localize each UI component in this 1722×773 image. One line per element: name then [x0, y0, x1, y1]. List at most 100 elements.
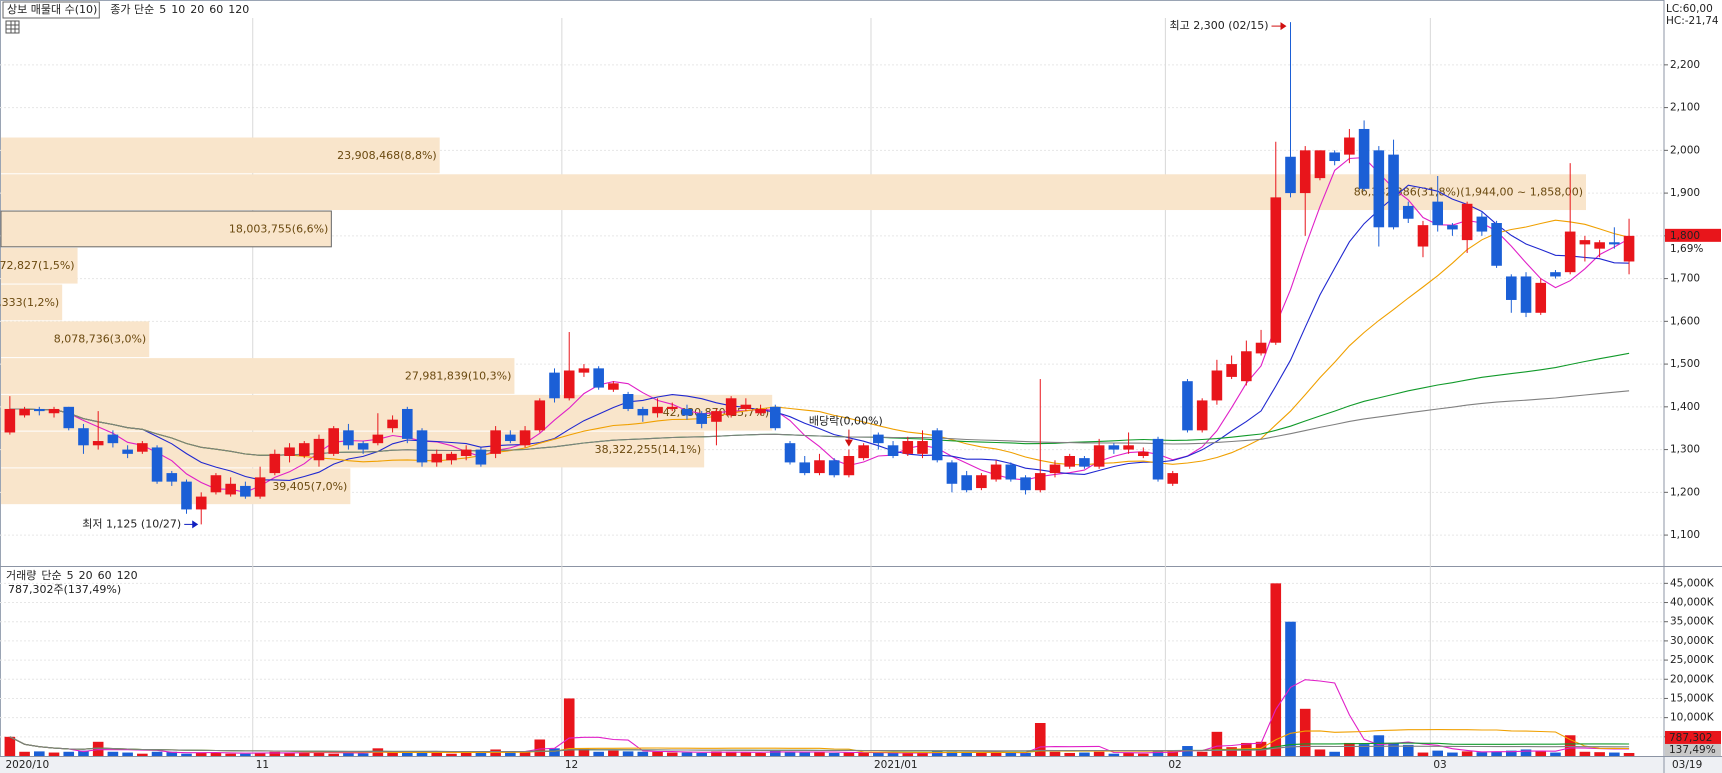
candle-body: [519, 430, 531, 446]
candle-body: [681, 408, 693, 416]
volume-bar: [887, 752, 899, 756]
volume-bar: [210, 752, 222, 756]
icon-box[interactable]: [5, 20, 20, 34]
volume-bar: [107, 751, 119, 756]
candle-body: [1491, 223, 1502, 266]
arrow-head: [1280, 22, 1287, 31]
volume-bar: [696, 752, 707, 756]
volume-bar: [1093, 751, 1105, 756]
volume-bar: [755, 752, 766, 756]
volume-bar: [460, 752, 472, 756]
candle-body: [799, 462, 811, 474]
candle-body: [887, 445, 899, 456]
y-tick-label: 1,900: [1670, 187, 1700, 199]
volume-bar: [1064, 752, 1075, 756]
volume-bar: [1020, 752, 1031, 756]
candle-body: [1005, 464, 1017, 480]
candle-body: [1226, 364, 1237, 377]
volume-bar: [505, 752, 516, 756]
volume-bar: [770, 750, 781, 756]
candle-body: [1241, 351, 1252, 382]
candle-body: [976, 475, 987, 489]
legend-item: 20: [190, 3, 204, 16]
table-icon[interactable]: [5, 20, 20, 34]
candle-body: [961, 475, 972, 491]
last-price-label: 1,800: [1670, 230, 1700, 242]
candle-body: [298, 443, 310, 456]
candle-body: [637, 408, 649, 416]
candle-body: [357, 443, 369, 450]
candle-body: [181, 481, 192, 510]
volume-bar: [1299, 708, 1311, 756]
volume-bar: [1196, 751, 1208, 756]
volume-bar: [269, 751, 281, 756]
volume-bar: [608, 750, 619, 756]
candle-body: [78, 428, 89, 446]
candle-body: [1034, 473, 1046, 491]
volume-bar: [446, 753, 457, 756]
volume-profile-bar: [1, 174, 1586, 211]
x-tick-label: 2020/10: [6, 759, 50, 771]
volume-bar: [563, 698, 575, 756]
moving-average-line: [9, 736, 1630, 753]
candle-body: [1093, 445, 1105, 467]
candle-body: [34, 408, 45, 412]
candle-body: [784, 443, 796, 463]
volume-bar: [122, 752, 133, 756]
candle-body: [1623, 235, 1635, 262]
volume-bar: [1550, 752, 1561, 756]
candle-body: [63, 406, 75, 429]
volume-bar: [725, 751, 737, 756]
volume-bar: [799, 752, 811, 756]
x-tick-label: 03: [1433, 759, 1446, 771]
candle-body: [1255, 342, 1267, 354]
candle-body: [740, 404, 752, 409]
volume-profile-label: 39,405(7,0%): [272, 480, 347, 493]
x-tick-label: 02: [1168, 759, 1181, 771]
y-tick-label: 1,500: [1670, 358, 1700, 370]
volume-bar: [343, 752, 354, 756]
candle-body: [1476, 216, 1488, 232]
candle-body: [1329, 152, 1340, 162]
legend-item: 120: [117, 569, 138, 582]
candle-body: [387, 419, 398, 429]
candle-body: [1506, 276, 1517, 300]
candle-body: [240, 485, 251, 497]
candle-body: [814, 460, 825, 474]
candle-body: [593, 368, 604, 388]
candle-body: [1461, 203, 1473, 241]
candle-body: [313, 438, 325, 461]
volume-bar: [549, 748, 560, 756]
volume-bar: [873, 752, 884, 756]
volume-bar: [416, 751, 428, 756]
volume-profile-bar: [1, 137, 440, 174]
candle-body: [254, 477, 266, 497]
candle-body: [225, 483, 236, 495]
volume-bar: [313, 752, 325, 756]
candle-body: [1138, 451, 1149, 456]
volume-bar: [534, 739, 546, 756]
y-tick-label: 1,400: [1670, 401, 1700, 413]
low-annotation: 최저 1,125 (10/27): [82, 517, 181, 530]
candle-body: [1211, 370, 1223, 401]
candle-body: [666, 406, 678, 409]
y-tick-label: 2,100: [1670, 102, 1700, 114]
volume-profile-label: 8,078,736(3,0%): [54, 333, 147, 346]
volume-bar: [1476, 752, 1488, 756]
candle-body: [1020, 477, 1031, 491]
candle-body: [122, 449, 133, 454]
marks: [4, 22, 1635, 756]
last-price-change: 1,69%: [1670, 243, 1703, 255]
volume-bar: [402, 751, 413, 756]
volume-bar: [814, 752, 825, 756]
candle-body: [372, 434, 384, 444]
volume-bar: [843, 752, 855, 756]
legend-item: 60: [98, 569, 112, 582]
candle-body: [166, 473, 178, 482]
candle-body: [137, 443, 148, 452]
candle-body: [446, 453, 457, 461]
y-tick-label: 2,000: [1670, 144, 1700, 156]
volume-profile-label: 23,908,468(8,8%): [337, 149, 437, 162]
volume-bar: [1079, 752, 1090, 756]
volume-bar: [431, 752, 443, 756]
